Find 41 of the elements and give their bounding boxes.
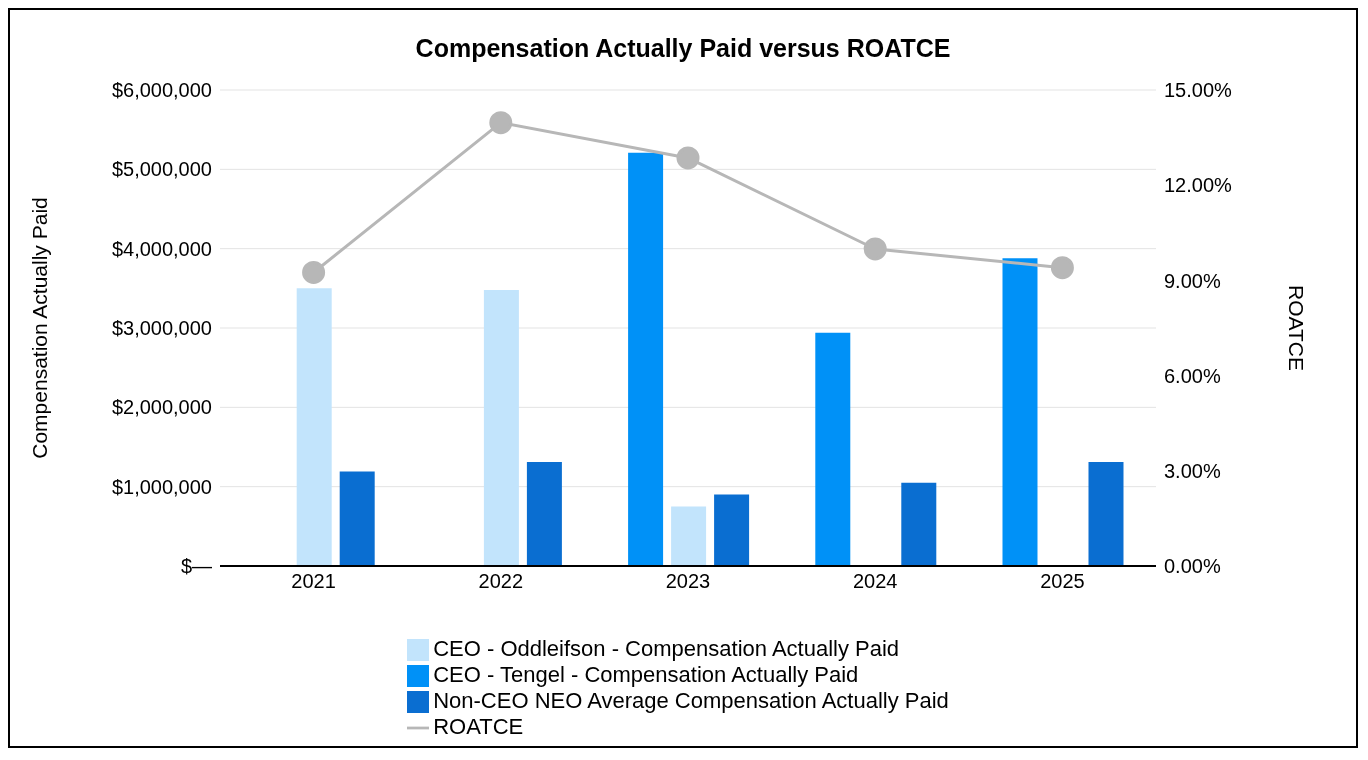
bar [339,471,375,566]
y2-axis-title: ROATCE [1284,285,1308,371]
bar [671,506,707,566]
y-tick-label: $— [180,555,212,578]
x-tick-label: 2024 [852,570,898,593]
bar [901,482,937,566]
y2-tick-label: 12.00% [1164,174,1233,197]
bar [296,288,332,566]
y-tick-label: $6,000,000 [111,79,212,102]
bar [815,332,851,566]
bar [714,494,750,566]
bar [1088,462,1124,566]
x-tick-label: 2023 [665,570,711,593]
y-tick-label: $5,000,000 [111,158,212,181]
bar [483,289,519,566]
point [1050,256,1074,280]
y2-tick-label: 3.00% [1164,459,1221,482]
legend-label: Non-CEO NEO Average Compensation Actually Paid [433,688,949,713]
bar [526,462,562,566]
legend-label: CEO - Tengel - Compensation Actually Paid [433,662,859,687]
x-tick-label: 2025 [1040,570,1085,593]
chart-title: Compensation Actually Paid versus ROATCE [414,33,952,64]
y2-tick-label: 6.00% [1164,364,1221,387]
x-tick-label: 2022 [478,570,524,593]
y-tick-label: $4,000,000 [111,237,212,260]
bar [628,152,664,566]
y2-tick-label: 15.00% [1164,79,1233,102]
point [863,237,887,261]
y-axis-title: Compensation Actually Paid [28,197,52,459]
point [489,111,513,135]
point [302,260,326,284]
y-tick-label: $1,000,000 [111,475,212,498]
y-tick-label: $3,000,000 [111,317,212,340]
bar [1002,258,1038,566]
legend-label: ROATCE [433,714,524,739]
y2-tick-label: 9.00% [1164,269,1221,292]
legend-label: CEO - Oddleifson - Compensation Actually Paid [433,636,900,661]
y2-tick-label: 0.00% [1164,555,1221,578]
y-tick-label: $2,000,000 [111,396,212,419]
point [676,146,700,170]
x-tick-label: 2021 [291,570,336,593]
